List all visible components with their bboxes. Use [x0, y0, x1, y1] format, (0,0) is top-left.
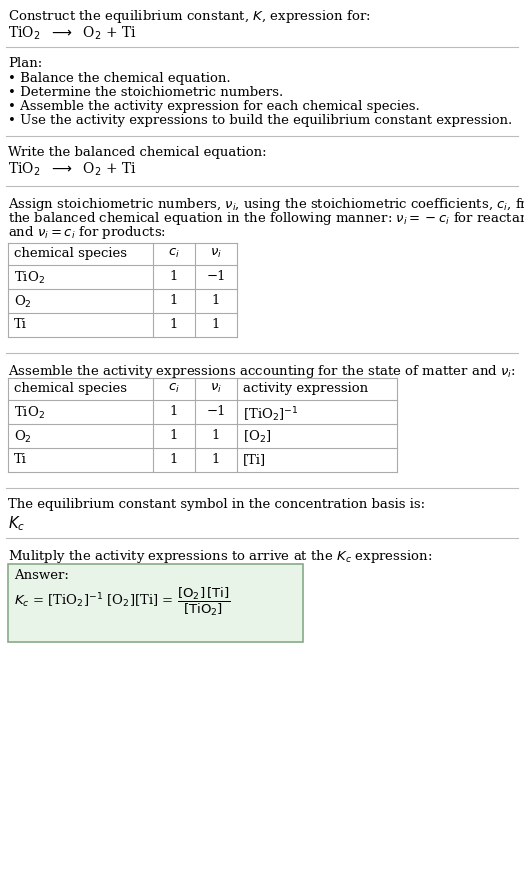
Text: • Assemble the activity expression for each chemical species.: • Assemble the activity expression for e…: [8, 100, 420, 113]
Text: O$_2$: O$_2$: [14, 294, 32, 310]
Text: 1: 1: [170, 294, 178, 307]
Text: TiO$_2$: TiO$_2$: [14, 270, 45, 286]
Text: −1: −1: [206, 405, 226, 418]
FancyBboxPatch shape: [8, 564, 303, 642]
Text: 1: 1: [170, 429, 178, 442]
Text: chemical species: chemical species: [14, 382, 127, 395]
Text: 1: 1: [170, 405, 178, 418]
Text: the balanced chemical equation in the following manner: $\nu_i = -c_i$ for react: the balanced chemical equation in the fo…: [8, 210, 524, 227]
Text: [TiO$_2$]$^{-1}$: [TiO$_2$]$^{-1}$: [243, 405, 299, 424]
Text: Assemble the activity expressions accounting for the state of matter and $\nu_i$: Assemble the activity expressions accoun…: [8, 363, 516, 380]
Text: 1: 1: [212, 429, 220, 442]
Text: 1: 1: [212, 318, 220, 331]
Text: 1: 1: [170, 453, 178, 466]
Text: Ti: Ti: [14, 453, 27, 466]
Text: • Balance the chemical equation.: • Balance the chemical equation.: [8, 72, 231, 85]
Text: TiO$_2$  $\longrightarrow$  O$_2$ + Ti: TiO$_2$ $\longrightarrow$ O$_2$ + Ti: [8, 161, 137, 179]
Text: −1: −1: [206, 270, 226, 283]
Text: Write the balanced chemical equation:: Write the balanced chemical equation:: [8, 146, 267, 159]
Text: TiO$_2$  $\longrightarrow$  O$_2$ + Ti: TiO$_2$ $\longrightarrow$ O$_2$ + Ti: [8, 25, 137, 43]
Text: $\nu_i$: $\nu_i$: [210, 382, 222, 395]
Text: 1: 1: [170, 318, 178, 331]
Text: 1: 1: [170, 270, 178, 283]
Text: Plan:: Plan:: [8, 57, 42, 70]
Text: • Use the activity expressions to build the equilibrium constant expression.: • Use the activity expressions to build …: [8, 114, 512, 127]
Text: 1: 1: [212, 453, 220, 466]
Text: $\nu_i$: $\nu_i$: [210, 247, 222, 260]
Text: $c_i$: $c_i$: [168, 382, 180, 395]
Text: $K_c$: $K_c$: [8, 514, 25, 533]
Text: 1: 1: [212, 294, 220, 307]
Text: activity expression: activity expression: [243, 382, 368, 395]
Text: Assign stoichiometric numbers, $\nu_i$, using the stoichiometric coefficients, $: Assign stoichiometric numbers, $\nu_i$, …: [8, 196, 524, 213]
Text: Answer:: Answer:: [14, 569, 69, 582]
Text: chemical species: chemical species: [14, 247, 127, 260]
Text: The equilibrium constant symbol in the concentration basis is:: The equilibrium constant symbol in the c…: [8, 498, 425, 511]
Text: Ti: Ti: [14, 318, 27, 331]
Text: $c_i$: $c_i$: [168, 247, 180, 260]
Text: [Ti]: [Ti]: [243, 453, 266, 466]
Text: [O$_2$]: [O$_2$]: [243, 429, 271, 445]
Text: • Determine the stoichiometric numbers.: • Determine the stoichiometric numbers.: [8, 86, 283, 99]
Text: Construct the equilibrium constant, $K$, expression for:: Construct the equilibrium constant, $K$,…: [8, 8, 370, 25]
Text: TiO$_2$: TiO$_2$: [14, 405, 45, 421]
Text: O$_2$: O$_2$: [14, 429, 32, 445]
Text: $K_c$ = [TiO$_2$]$^{-1}$ [O$_2$][Ti] = $\dfrac{\mathrm{[O_2]\,[Ti]}}{\mathrm{[Ti: $K_c$ = [TiO$_2$]$^{-1}$ [O$_2$][Ti] = $…: [14, 586, 231, 619]
Text: and $\nu_i = c_i$ for products:: and $\nu_i = c_i$ for products:: [8, 224, 166, 241]
Text: Mulitply the activity expressions to arrive at the $K_c$ expression:: Mulitply the activity expressions to arr…: [8, 548, 432, 565]
